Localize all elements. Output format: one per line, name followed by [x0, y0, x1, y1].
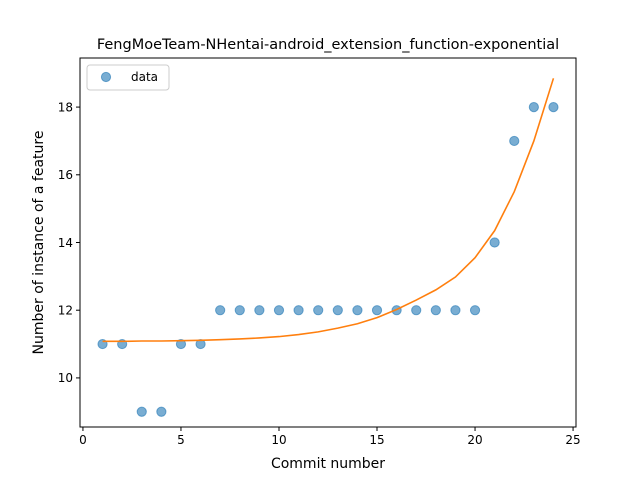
- data-point: [175, 338, 187, 350]
- data-point: [215, 305, 226, 316]
- data-point: [548, 101, 559, 113]
- data-point: [352, 305, 363, 316]
- data-point: [195, 338, 206, 350]
- y-tick-label: 16: [58, 168, 73, 182]
- data-point: [469, 305, 481, 316]
- data-point: [411, 305, 422, 316]
- data-point: [293, 305, 304, 316]
- data-point: [234, 305, 245, 316]
- plot-area: [80, 58, 576, 427]
- legend-marker-data: [100, 71, 112, 83]
- x-tick-label: 15: [369, 433, 384, 447]
- x-tick-label: 10: [271, 433, 286, 447]
- x-axis-label: Commit number: [271, 456, 385, 472]
- x-tick-label: 20: [467, 433, 482, 447]
- y-tick-label: 14: [58, 236, 73, 250]
- legend-label-data: data: [131, 70, 158, 84]
- y-tick-label: 18: [58, 100, 73, 114]
- y-tick-label: 10: [58, 371, 73, 385]
- data-point: [509, 135, 520, 147]
- data-point: [489, 237, 500, 248]
- data-point: [450, 305, 461, 316]
- data-point: [254, 305, 265, 316]
- data-point: [332, 305, 343, 316]
- plot-layer: [97, 78, 559, 417]
- data-point: [430, 305, 441, 316]
- x-tick-label: 25: [565, 433, 580, 447]
- data-point: [156, 406, 167, 417]
- data-point: [136, 406, 147, 417]
- data-point: [528, 101, 539, 113]
- y-axis-label: Number of instance of a feature: [31, 131, 47, 355]
- fit-line: [102, 78, 555, 343]
- y-tick-label: 12: [58, 304, 73, 318]
- chart-title: FengMoeTeam-NHentai-android_extension_fu…: [97, 37, 559, 53]
- plot-frame: [79, 57, 577, 428]
- data-point: [313, 305, 324, 316]
- axes-layer: 0 5 10 15 20 25 10 12 14 16 18: [58, 100, 581, 447]
- data-point: [371, 305, 383, 316]
- x-tick-label: 0: [79, 433, 87, 447]
- x-tick-label: 5: [177, 433, 185, 447]
- legend-box: [86, 64, 170, 91]
- data-point: [273, 305, 285, 316]
- legend: data: [86, 64, 170, 91]
